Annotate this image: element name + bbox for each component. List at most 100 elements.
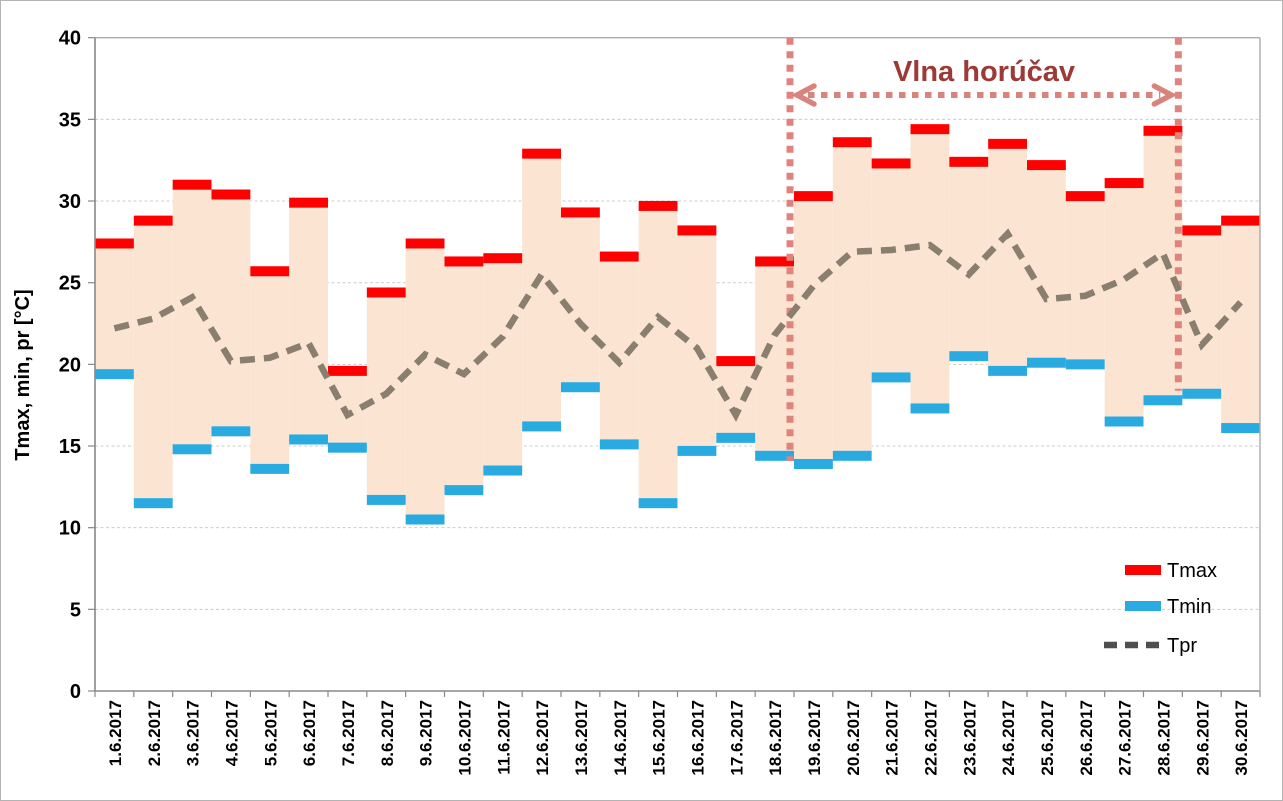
x-tick-label: 20.6.2017 [844, 700, 863, 776]
x-tick-label: 17.6.2017 [727, 700, 746, 776]
x-tick-label: 13.6.2017 [572, 700, 591, 776]
x-tick-label: 29.6.2017 [1193, 700, 1212, 776]
x-tick-label: 16.6.2017 [688, 700, 707, 776]
temp-range-column [716, 361, 756, 438]
temp-range-column [638, 205, 678, 504]
tmin-marker [289, 434, 328, 445]
tmin-marker [250, 463, 290, 474]
temp-range-column [949, 161, 989, 357]
x-tick-label: 10.6.2017 [455, 700, 474, 776]
tmin-marker [599, 439, 639, 450]
temp-range-column [95, 243, 134, 375]
heatwave-title: Vlna horúčav [893, 56, 1075, 88]
tmax-marker [522, 148, 561, 159]
temp-range-column [910, 129, 950, 409]
temp-range-column [1027, 165, 1066, 363]
x-tick-label: 18.6.2017 [766, 700, 785, 776]
heatwave-arrow: Vlna horúčav [791, 56, 1178, 107]
x-tick-label: 27.6.2017 [1116, 700, 1135, 776]
arrow-head-right-icon [1151, 83, 1178, 107]
tmin-marker [1027, 357, 1066, 368]
tmax-marker [716, 356, 756, 367]
x-tick-label: 4.6.2017 [222, 700, 241, 766]
x-tick-label: 5.6.2017 [261, 700, 280, 766]
legend: Tmax Tmin Tpr [1104, 560, 1217, 657]
x-tick-label: 28.6.2017 [1154, 700, 1173, 776]
temp-range-column [289, 202, 328, 440]
tmax-marker [211, 189, 251, 200]
x-tick-label: 30.6.2017 [1232, 700, 1251, 776]
tmax-marker [988, 138, 1027, 149]
temp-range-column [561, 212, 600, 388]
legend-tmax-marker-icon [1125, 565, 1161, 575]
tmax-marker [871, 158, 911, 169]
tmin-marker [133, 498, 173, 509]
tmin-marker [1221, 423, 1260, 434]
tmin-marker [444, 485, 484, 496]
tmin-marker [1143, 395, 1183, 406]
tmin-marker [483, 465, 523, 476]
x-tick-label: 21.6.2017 [883, 700, 902, 776]
tmax-marker [755, 256, 794, 267]
x-tick-label: 12.6.2017 [533, 700, 552, 776]
tmin-marker [949, 351, 989, 362]
x-tick-label: 1.6.2017 [106, 700, 125, 766]
temp-range-column [1065, 196, 1105, 365]
temperature-range-columns [95, 129, 1260, 520]
tmin-marker [211, 426, 251, 437]
y-tick-label: 30 [59, 191, 81, 213]
x-tick-label: 26.6.2017 [1077, 700, 1096, 776]
arrow-head-left-icon [791, 83, 817, 107]
y-tick-label: 15 [59, 436, 81, 458]
x-tick-label: 23.6.2017 [960, 700, 979, 776]
tmin-marker [794, 458, 833, 469]
tmin-marker [1182, 388, 1222, 399]
tmax-marker [1143, 125, 1183, 136]
x-tick-label: 3.6.2017 [184, 700, 203, 766]
y-axis-labels: 0 5 10 15 20 25 30 35 40 [59, 28, 81, 703]
tmax-marker [599, 251, 639, 262]
temp-range-column [250, 271, 290, 469]
tmin-marker [638, 498, 678, 509]
tmin-marker [988, 365, 1027, 376]
temp-range-column [871, 163, 911, 378]
tmax-marker [1221, 215, 1260, 226]
tmax-series [95, 124, 1260, 376]
tmin-marker [716, 432, 756, 443]
tmin-marker [522, 421, 561, 432]
tmax-marker [95, 238, 134, 249]
legend-tmin-label: Tmin [1167, 596, 1211, 618]
temp-range-column [133, 220, 173, 504]
temp-range-column [832, 142, 872, 456]
tmax-marker [910, 124, 950, 135]
x-tick-label: 9.6.2017 [417, 700, 436, 766]
x-tick-label: 14.6.2017 [611, 700, 630, 776]
y-tick-label: 20 [59, 354, 81, 376]
tmax-marker [677, 225, 717, 236]
x-tick-label: 22.6.2017 [921, 700, 940, 776]
temp-range-column [794, 196, 833, 464]
heatwave-annotation [786, 37, 1182, 461]
tmin-marker [832, 450, 872, 461]
x-tick-label: 6.6.2017 [300, 700, 319, 766]
x-tick-label: 15.6.2017 [650, 700, 669, 776]
axes [88, 37, 1261, 697]
x-axis-labels: 1.6.2017 2.6.2017 3.6.2017 4.6.2017 5.6.2017… [106, 700, 1251, 776]
tmax-marker [133, 215, 173, 226]
tmax-marker [794, 191, 833, 202]
tmin-marker [755, 450, 794, 461]
y-tick-label: 10 [59, 518, 81, 540]
x-tick-label: 7.6.2017 [339, 700, 358, 766]
tmax-marker [638, 200, 678, 211]
legend-tmin-marker-icon [1125, 601, 1161, 611]
tmin-marker [910, 403, 950, 414]
legend-tmax-label: Tmax [1167, 560, 1217, 582]
tmax-marker [483, 253, 523, 264]
x-tick-label: 19.6.2017 [805, 700, 824, 776]
temp-range-column [483, 258, 523, 471]
y-axis-title: Tmax, min, pr [°C] [12, 289, 34, 460]
tmax-marker [366, 287, 406, 298]
tmax-marker [328, 365, 367, 376]
tmin-marker [328, 442, 367, 453]
